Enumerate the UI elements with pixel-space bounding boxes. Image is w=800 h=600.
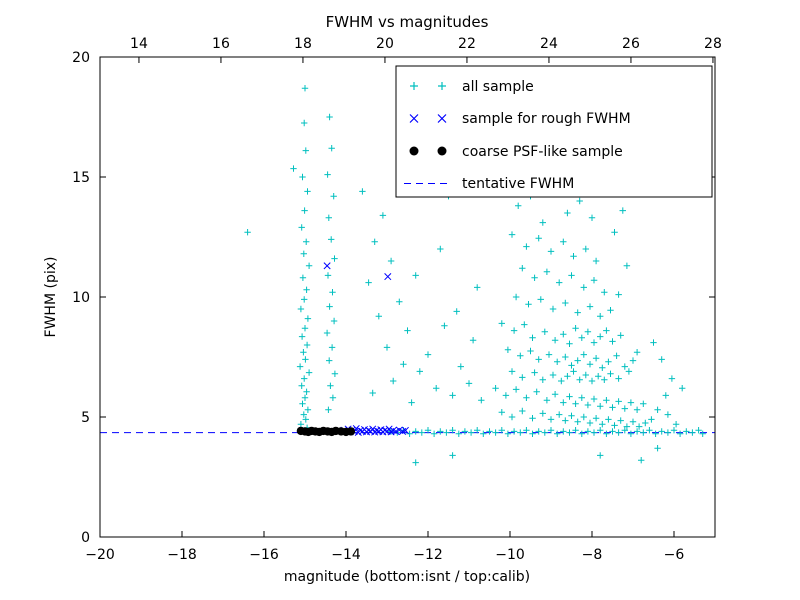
scatter-coarse-psf-like-sample: [346, 427, 356, 436]
x-bottom-tick-label: −16: [249, 547, 279, 563]
x-bottom-tick-label: −14: [331, 547, 361, 563]
legend-label-psf-sample: coarse PSF-like sample: [462, 144, 623, 160]
x-top-tick-label: 26: [622, 36, 640, 52]
x-top-tick-label: 28: [704, 36, 722, 52]
legend-plus-marker-icon: [410, 82, 418, 90]
legend-x-marker-icon: [437, 114, 447, 123]
y-tick-label: 10: [72, 290, 90, 306]
legend-plus-marker-icon: [438, 82, 446, 90]
y-tick-label: 5: [81, 410, 90, 426]
x-bottom-tick-label: −12: [413, 547, 443, 563]
legend-label-tentative-fwhm: tentative FWHM: [462, 176, 574, 192]
x-bottom-tick-label: −8: [582, 547, 603, 563]
x-top-tick-label: 24: [540, 36, 558, 52]
y-tick-label: 20: [72, 50, 90, 66]
x-bottom-tick-label: −18: [167, 547, 197, 563]
legend-box: [395, 65, 713, 198]
x-top-tick-label: 20: [376, 36, 394, 52]
legend: all sample sample for rough FWHM coarse …: [395, 65, 713, 198]
x-top-tick-label: 16: [212, 36, 230, 52]
y-tick-label: 15: [72, 170, 90, 186]
x-bottom-tick-label: −6: [664, 547, 685, 563]
scatter-all-sample: [244, 85, 706, 466]
legend-dot-marker-icon: [409, 146, 419, 156]
x-bottom-tick-label: −20: [85, 547, 115, 563]
x-axis-label: magnitude (bottom:isnt / top:calib): [284, 569, 530, 585]
x-top-tick-label: 14: [130, 36, 148, 52]
plot-title: FWHM vs magnitudes: [326, 13, 489, 31]
x-top-tick-label: 18: [294, 36, 312, 52]
y-axis-label: FWHM (pix): [43, 257, 59, 338]
plot-area-border: [99, 56, 716, 538]
legend-label-rough-fwhm: sample for rough FWHM: [462, 111, 631, 127]
y-tick-label: 0: [81, 530, 90, 546]
legend-x-marker-icon: [409, 114, 419, 123]
x-bottom-tick-label: −10: [495, 547, 525, 563]
legend-dot-marker-icon: [437, 146, 447, 156]
x-top-tick-label: 22: [458, 36, 476, 52]
legend-label-all-sample: all sample: [462, 79, 534, 95]
